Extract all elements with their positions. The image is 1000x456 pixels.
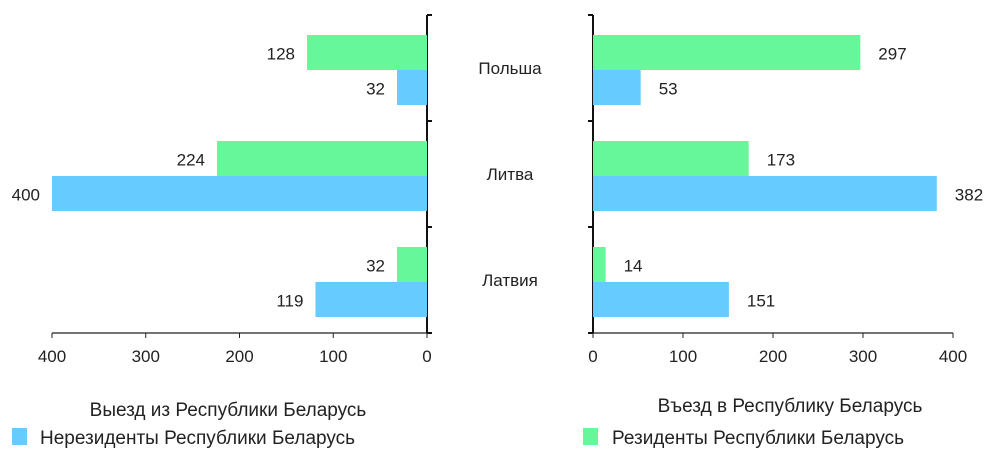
- left-x-tick-label: 100: [319, 347, 347, 366]
- left-bar-value-label: 32: [366, 257, 385, 276]
- left-bar: [397, 247, 427, 282]
- right-chart-title: Въезд в Республику Беларусь: [658, 396, 923, 417]
- category-label: Латвия: [482, 271, 538, 290]
- right-bar: [593, 282, 729, 317]
- right-x-tick-label: 0: [588, 347, 597, 366]
- left-bar-value-label: 128: [267, 45, 295, 64]
- right-x-tick-label: 300: [849, 347, 877, 366]
- left-bar: [217, 141, 427, 176]
- right-x-tick-label: 400: [939, 347, 967, 366]
- left-bar-value-label: 400: [12, 186, 40, 205]
- right-bar: [593, 247, 606, 282]
- left-bar: [397, 70, 427, 105]
- left-x-tick-label: 0: [422, 347, 431, 366]
- category-label: Литва: [487, 165, 534, 184]
- left-bar: [52, 176, 427, 211]
- legend-label-nonresidents: Нерезиденты Республики Беларусь: [40, 428, 355, 449]
- left-bar: [307, 35, 427, 70]
- left-x-tick-label: 400: [38, 347, 66, 366]
- right-bar: [593, 141, 749, 176]
- legend-swatch-nonresidents: [12, 428, 27, 445]
- right-x-tick-label: 200: [759, 347, 787, 366]
- right-bar-value-label: 53: [659, 80, 678, 99]
- left-bar-value-label: 224: [177, 151, 205, 170]
- right-bar-value-label: 14: [624, 257, 643, 276]
- right-bar-value-label: 151: [747, 292, 775, 311]
- left-chart-title: Выезд из Республики Беларусь: [90, 400, 367, 421]
- category-label: Польша: [478, 59, 542, 78]
- legend-label-residents: Резиденты Республики Беларусь: [612, 428, 904, 449]
- right-bar-value-label: 173: [767, 151, 795, 170]
- legend-swatch-residents: [583, 428, 598, 445]
- right-x-tick-label: 100: [669, 347, 697, 366]
- right-bar: [593, 70, 641, 105]
- right-bar-value-label: 297: [878, 45, 906, 64]
- left-bar-value-label: 32: [366, 80, 385, 99]
- right-bar-value-label: 382: [955, 186, 983, 205]
- left-x-tick-label: 200: [225, 347, 253, 366]
- left-x-tick-label: 300: [132, 347, 160, 366]
- right-bar: [593, 35, 861, 70]
- left-bar: [315, 282, 427, 317]
- left-bar-value-label: 119: [276, 292, 303, 311]
- right-bar: [593, 176, 937, 211]
